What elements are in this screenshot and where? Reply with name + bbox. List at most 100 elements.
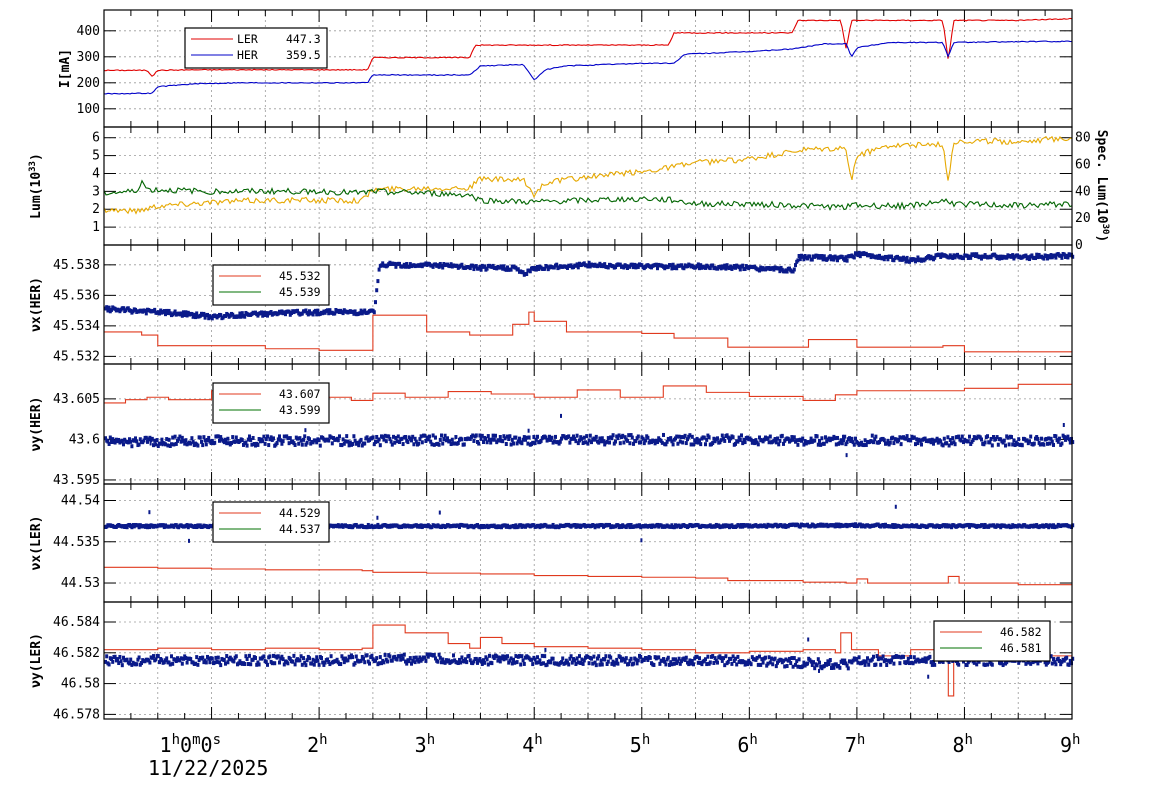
data-point (1062, 434, 1066, 439)
data-point (106, 308, 110, 313)
data-point (820, 254, 824, 259)
data-point (184, 438, 188, 443)
data-point (576, 660, 580, 665)
data-point (353, 438, 357, 443)
data-point (201, 443, 205, 448)
data-point (244, 654, 248, 659)
data-point (256, 442, 260, 447)
legend-label: 43.607 (279, 387, 321, 401)
data-point (486, 434, 490, 439)
data-point (627, 662, 631, 667)
data-point (828, 658, 832, 663)
data-point (712, 436, 716, 441)
data-point (680, 435, 683, 440)
data-point (734, 656, 737, 661)
data-point (675, 434, 679, 439)
data-point (479, 267, 483, 272)
data-point (401, 442, 405, 447)
data-point (843, 434, 847, 439)
data-point (1043, 660, 1047, 665)
data-point (784, 657, 788, 662)
data-point (872, 440, 875, 445)
data-point (303, 660, 307, 665)
data-point (568, 656, 572, 661)
data-point (262, 654, 266, 659)
data-point (399, 657, 403, 662)
data-point (1047, 436, 1051, 441)
data-point (474, 656, 478, 661)
data-point (566, 265, 569, 270)
data-point (372, 442, 376, 447)
data-point (390, 442, 394, 447)
data-point (191, 314, 195, 319)
data-point (822, 664, 826, 669)
outlier-point (894, 504, 897, 509)
data-point (280, 654, 284, 659)
legend: 45.532 45.539 (212, 264, 330, 306)
panel-3: 45.53245.53445.53645.538νx(HER)45.53245.… (29, 244, 1075, 365)
data-point (918, 438, 922, 443)
data-point (575, 656, 579, 661)
data-point (794, 662, 797, 667)
data-point (669, 660, 673, 665)
data-point (962, 440, 965, 445)
data-point (219, 313, 223, 318)
data-point (249, 662, 253, 667)
data-point (501, 654, 505, 659)
data-point (765, 524, 769, 529)
data-point (832, 665, 836, 670)
data-point (140, 661, 143, 666)
data-point (600, 662, 604, 667)
data-point (128, 661, 131, 666)
data-point (130, 662, 134, 667)
data-point (436, 659, 440, 664)
data-point (134, 307, 137, 312)
data-point (688, 658, 692, 663)
data-point (296, 308, 299, 313)
data-point (359, 658, 363, 663)
data-point (692, 662, 695, 667)
data-point (500, 264, 503, 269)
data-point (288, 436, 292, 441)
outlier-point (527, 428, 530, 433)
data-point (155, 438, 159, 443)
data-point (298, 436, 302, 441)
data-point (342, 660, 346, 665)
data-point (644, 438, 647, 443)
data-point (219, 663, 223, 668)
data-point (1007, 442, 1011, 447)
y-axis-label: νy(LER) (29, 633, 44, 688)
data-point (322, 662, 326, 667)
data-point (1013, 443, 1017, 448)
data-point (207, 316, 211, 321)
series-red (104, 566, 1072, 586)
data-point (832, 257, 836, 262)
data-point (327, 311, 331, 316)
y-tick-label: 400 (77, 24, 100, 39)
data-point (1004, 443, 1007, 448)
data-point (110, 307, 113, 312)
data-point (692, 442, 695, 447)
data-point (300, 442, 304, 447)
data-point (660, 440, 664, 445)
data-point (533, 441, 537, 446)
data-point (741, 263, 745, 268)
data-point (158, 311, 161, 316)
data-point (866, 656, 869, 661)
data-point (525, 435, 529, 440)
data-point (800, 438, 803, 443)
y2-tick-label: 40 (1075, 184, 1091, 199)
data-point (266, 313, 269, 318)
data-point (915, 257, 919, 262)
data-point (1058, 658, 1061, 663)
data-point (522, 661, 526, 666)
data-point (1012, 438, 1016, 443)
y-tick-label: 44.53 (61, 576, 100, 591)
data-point (504, 441, 508, 446)
data-point (120, 438, 124, 443)
data-point (412, 442, 416, 447)
data-point (438, 655, 442, 660)
data-point (1036, 661, 1040, 666)
data-point (886, 438, 890, 443)
series-spec-lum (103, 179, 1073, 211)
